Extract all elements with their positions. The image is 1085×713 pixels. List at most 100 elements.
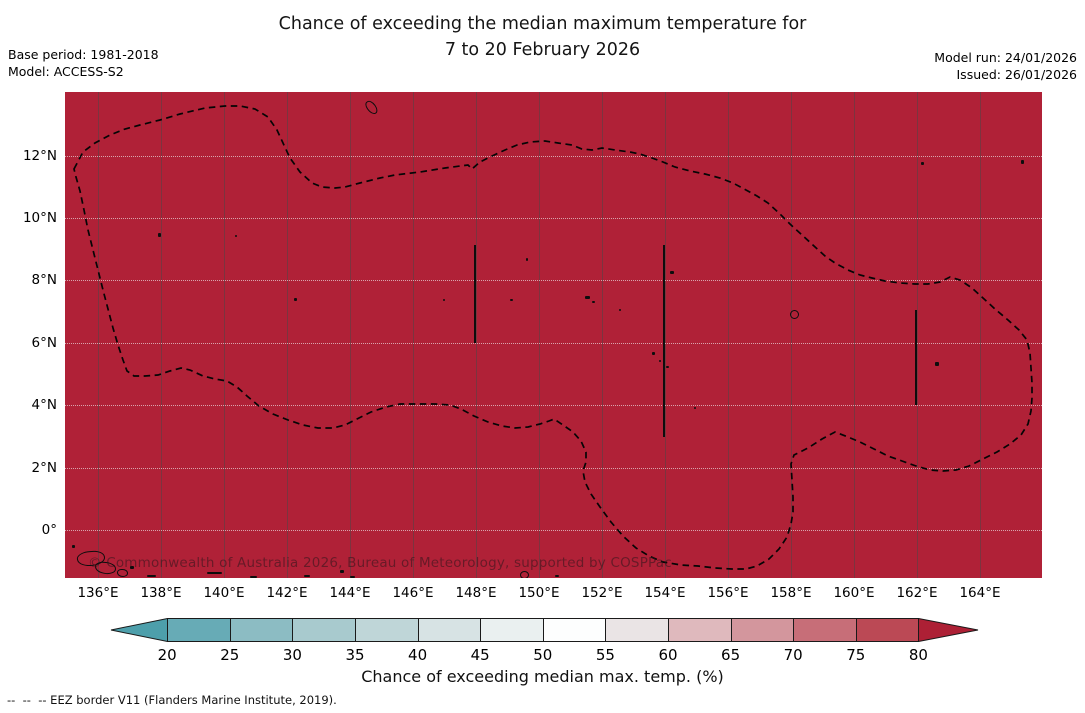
island-feature [147,575,156,577]
colorbar-segment [730,618,795,642]
colorbar-tick-label: 40 [408,646,428,664]
longitude-gridline [665,92,666,578]
eez-border-layer [73,105,1033,570]
island-feature [526,258,528,261]
island-feature [1021,160,1024,164]
latitude-gridline [65,342,1042,344]
model-run-text: Model run: 24/01/2026 [934,50,1077,65]
map-canvas: © Commonwealth of Australia 2026, Bureau… [65,92,1042,578]
latitude-gridline [65,467,1042,469]
island-feature [304,575,310,577]
colorbar-segment [167,618,231,642]
y-tick-label: 2°N [31,459,57,476]
island-feature [935,362,939,366]
x-tick-label: 150°E [518,585,560,601]
colorbar: 20 25 30 35 40 45 50 55 60 65 70 75 80 [110,618,979,664]
colorbar-tick-label: 65 [721,646,741,664]
island-feature [694,407,696,409]
island-feature [790,310,799,319]
longitude-gridline [476,92,477,578]
island-feature [666,366,669,368]
y-tick-label: 6°N [31,334,57,351]
island-feature [510,299,513,301]
longitude-gridline [287,92,288,578]
latitude-gridline [65,218,1042,219]
eez-segment-line [663,245,665,437]
colorbar-tick-label: 25 [220,646,240,664]
y-tick-label: 0° [41,522,57,538]
x-tick-label: 144°E [329,585,371,601]
colorbar-segment [793,618,857,642]
x-tick-label: 158°E [770,585,812,601]
island-feature [340,570,344,573]
island-feature [207,572,222,574]
x-tick-label: 140°E [203,585,245,601]
island-feature [443,299,445,301]
x-tick-label: 152°E [581,585,623,601]
x-tick-label: 154°E [644,585,686,601]
colorbar-segment [480,618,544,642]
eez-footnote: -- -- -- EEZ border V11 (Flanders Marine… [7,693,337,707]
colorbar-segment [605,618,669,642]
island-feature [294,298,297,301]
longitude-gridline [98,92,99,578]
colorbar-tick-label: 55 [595,646,615,664]
longitude-gridline [791,92,792,578]
x-tick-label: 136°E [77,585,119,601]
island-feature [72,545,75,548]
colorbar-tick-label: 30 [282,646,302,664]
x-tick-label: 146°E [392,585,434,601]
longitude-gridline [980,92,981,578]
latitude-gridline [65,280,1042,282]
longitude-gridline [350,92,351,578]
colorbar-segment [229,618,294,642]
colorbar-tick-label: 60 [658,646,678,664]
colorbar-segment [542,618,607,642]
colorbar-tick-label: 80 [908,646,928,664]
y-tick-label: 4°N [31,397,57,414]
latitude-gridline [65,405,1042,407]
run-info: Model run: 24/01/2026 Issued: 26/01/2026 [934,50,1077,83]
island-feature [659,360,661,362]
island-feature [235,235,237,237]
page-subtitle: 7 to 20 February 2026 [444,40,641,60]
page-title: Chance of exceeding the median maximum t… [278,14,807,34]
latitude-gridline [65,530,1042,531]
eez-segment-line [915,310,917,405]
colorbar-label: Chance of exceeding median max. temp. (%… [361,667,724,686]
island-feature [619,309,621,311]
island-feature [520,571,529,578]
island-feature [921,162,924,165]
colorbar-tick-label: 70 [783,646,803,664]
x-tick-label: 142°E [266,585,308,601]
island-feature [585,296,590,299]
x-tick-label: 148°E [455,585,497,601]
colorbar-tick-label: 20 [157,646,177,664]
colorbar-right-arrow [918,618,979,642]
colorbar-segment [417,618,482,642]
island-feature [250,576,257,578]
colorbar-tick-label: 50 [533,646,553,664]
longitude-gridline [854,92,855,578]
eez-dashed-border [73,105,1033,570]
colorbar-left-arrow [110,618,168,642]
x-tick-label: 138°E [140,585,182,601]
longitude-gridline [728,92,729,578]
longitude-gridline [602,92,603,578]
latitude-gridline [65,155,1042,157]
issued-text: Issued: 26/01/2026 [956,66,1078,82]
longitude-gridline [224,92,225,578]
model-text: Model: ACCESS-S2 [8,63,124,79]
colorbar-segment [292,618,356,642]
copyright-watermark: © Commonwealth of Australia 2026, Bureau… [88,555,672,571]
x-tick-label: 156°E [707,585,749,601]
island-feature [670,271,674,274]
longitude-gridline [413,92,414,578]
colorbar-segment [855,618,920,642]
island-feature [130,566,134,569]
colorbar-segment [355,618,419,642]
base-period-text: Base period: 1981-2018 [8,47,159,62]
colorbar-tick-label: 75 [846,646,866,664]
x-tick-label: 160°E [833,585,875,601]
